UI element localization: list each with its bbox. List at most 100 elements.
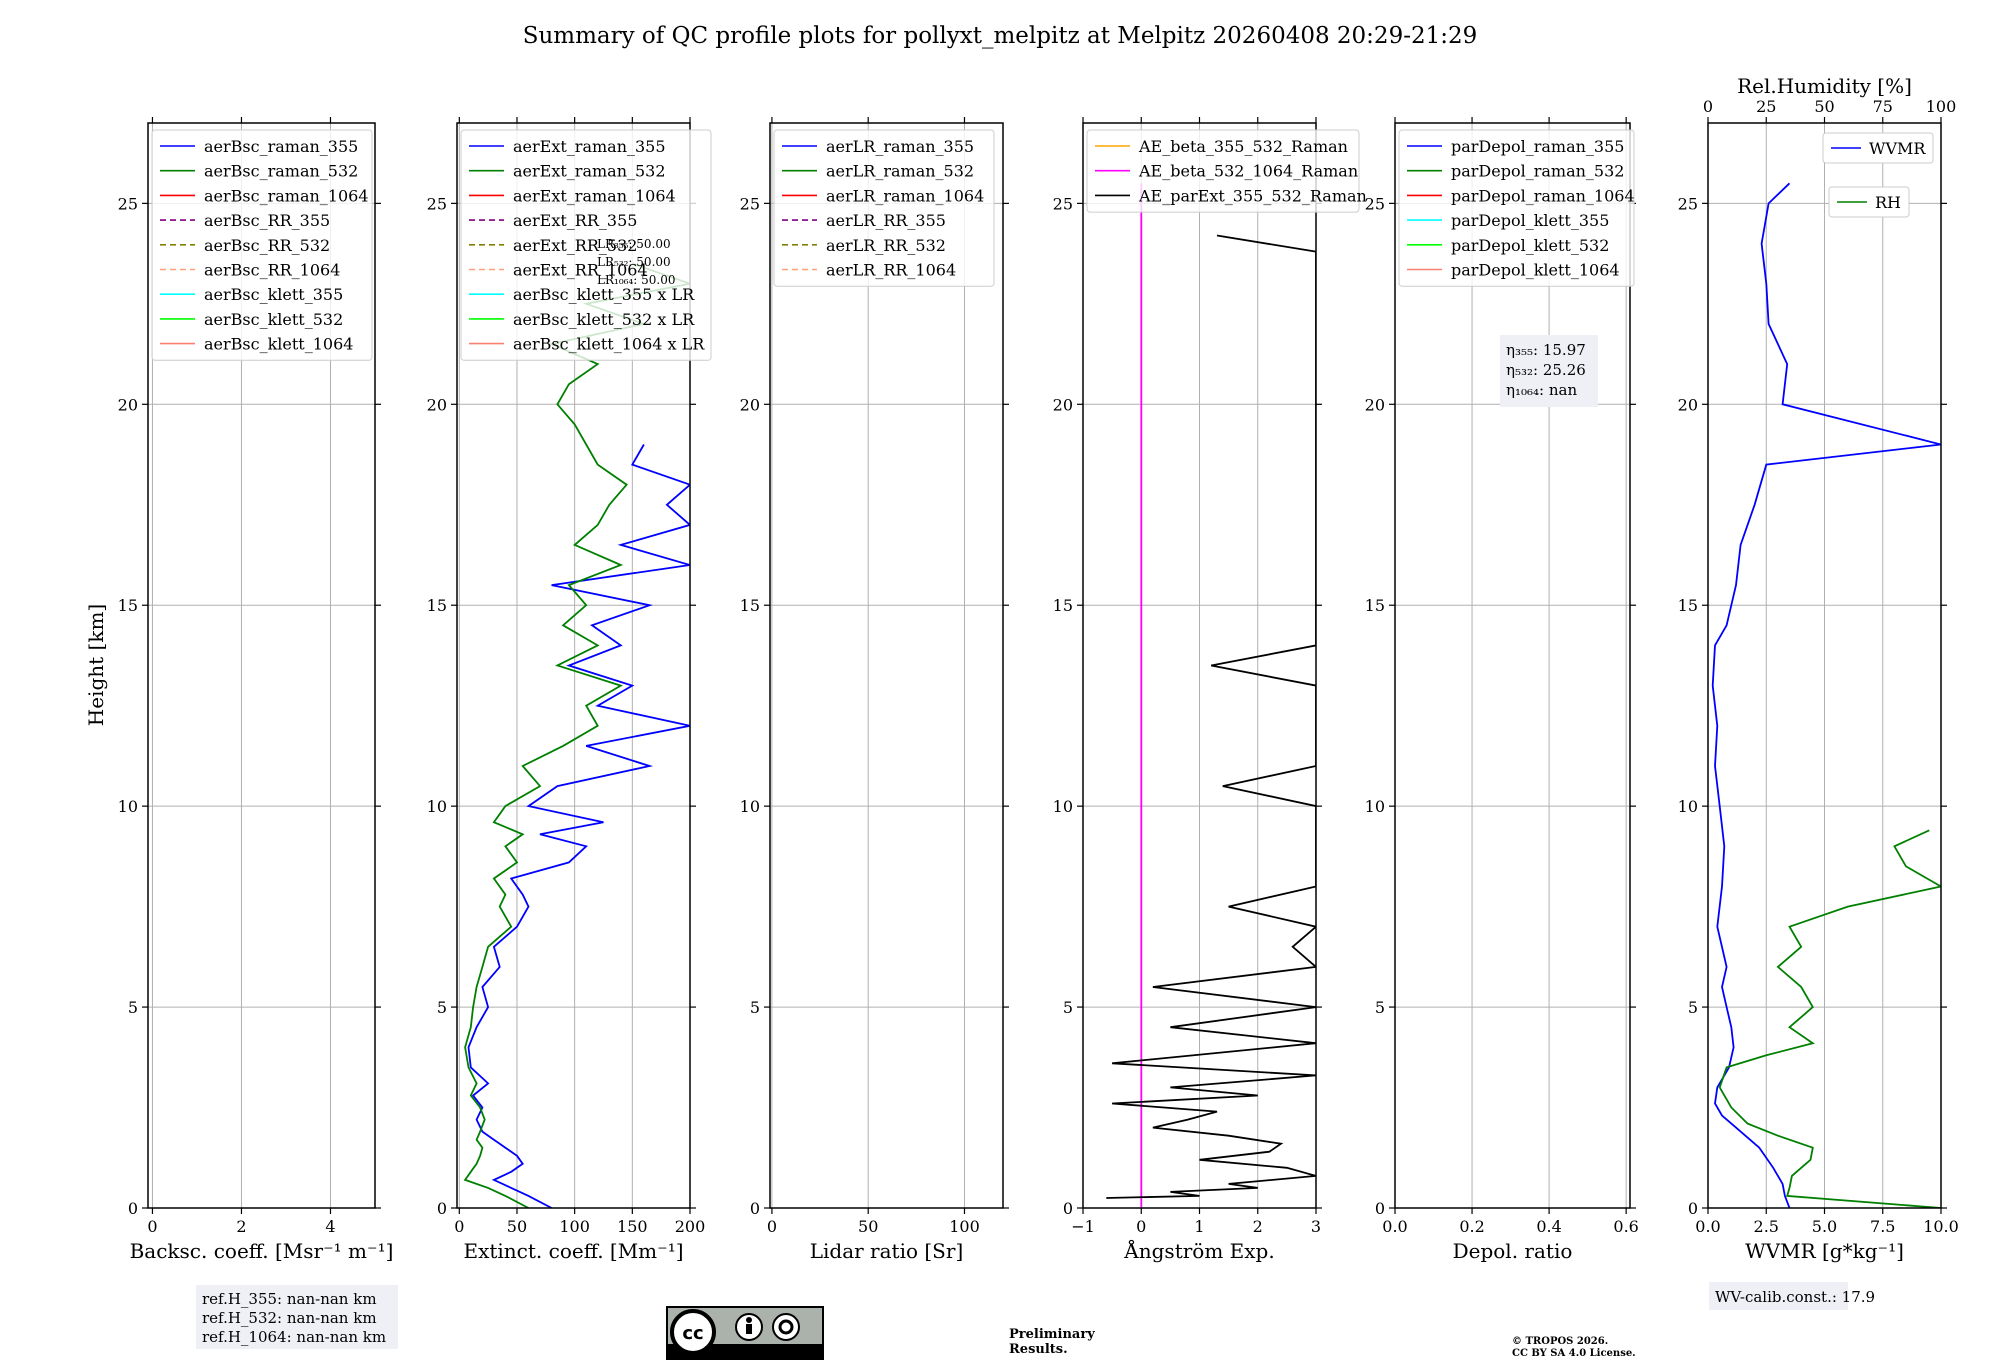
copyright-note: © TROPOS 2026. CC BY SA 4.0 License. bbox=[1512, 1336, 1636, 1359]
axes-frame bbox=[147, 122, 376, 1209]
y-tick-label: 15 bbox=[740, 596, 760, 615]
y-tick-label: 10 bbox=[427, 797, 447, 816]
y-tick-label: 20 bbox=[1678, 395, 1698, 414]
cc-icon bbox=[670, 1309, 716, 1355]
legend-label: aerLR_raman_1064 bbox=[826, 186, 984, 205]
y-tick-label: 15 bbox=[1678, 596, 1698, 615]
copyright-line-1: © TROPOS 2026. bbox=[1512, 1336, 1608, 1347]
legend-label: parDepol_raman_1064 bbox=[1451, 186, 1635, 205]
y-tick-label: 25 bbox=[740, 194, 760, 213]
sa-icon bbox=[772, 1313, 800, 1341]
legend-label: WVMR bbox=[1869, 139, 1926, 158]
top-tick-label: 75 bbox=[1873, 97, 1893, 116]
legend-box bbox=[1822, 132, 1934, 164]
legend-label: aerExt_RR_532 bbox=[513, 236, 637, 255]
x-axis-label: WVMR [g*kg⁻¹] bbox=[1745, 1239, 1904, 1263]
top-axis-label: Rel.Humidity [%] bbox=[1737, 74, 1912, 98]
legend-box bbox=[460, 129, 712, 361]
wvmr-panel: 0.0 2.5 5.0 7.5 10.0 0 5 10 15 20 25 WVMR [g*kg⁻¹] 0… bbox=[1678, 74, 1959, 1310]
legend-box bbox=[151, 129, 373, 361]
y-tick-label: 0 bbox=[128, 1199, 138, 1218]
x-tick-label: 0.0 bbox=[1695, 1217, 1720, 1236]
copyright-line-2: CC BY SA 4.0 License. bbox=[1512, 1348, 1636, 1359]
extinction-panel: 0 50 100 150 200 0 5 10 15 20 25 Extinct. coeff. [M… bbox=[427, 117, 712, 1263]
x-axis-label: Ångström Exp. bbox=[1123, 1238, 1274, 1263]
x-tick-label: 50 bbox=[507, 1217, 527, 1236]
y-tick-label: 5 bbox=[1063, 998, 1073, 1017]
legend-label: parDepol_raman_355 bbox=[1451, 137, 1624, 156]
legend-box bbox=[773, 129, 995, 287]
lidar-ratio-annotation: LR₁₀₆₄: 50.00 bbox=[597, 273, 675, 287]
x-tick-label: 1 bbox=[1194, 1217, 1204, 1236]
legend-label: aerBsc_klett_532 x LR bbox=[513, 310, 695, 329]
preliminary-line-1: Preliminary bbox=[1009, 1327, 1095, 1342]
legend-label: AE_parExt_355_532_Raman bbox=[1138, 186, 1367, 205]
x-tick-label: 3 bbox=[1311, 1217, 1321, 1236]
backscatter-panel: 0 2 4 0 5 10 15 20 25 Backsc. coeff. [Msr⁻¹ m⁻¹] a… bbox=[118, 117, 393, 1263]
sa-label: SA bbox=[778, 1347, 795, 1360]
legend-label: RH bbox=[1875, 193, 1901, 212]
sa-icon-arrow bbox=[778, 1319, 794, 1335]
x-tick-label: 0.4 bbox=[1536, 1217, 1561, 1236]
y-tick-label: 20 bbox=[118, 395, 138, 414]
x-axis-label: Lidar ratio [Sr] bbox=[810, 1239, 964, 1263]
y-tick-label: 25 bbox=[118, 194, 138, 213]
legend-box bbox=[1086, 129, 1360, 213]
y-tick-label: 20 bbox=[427, 395, 447, 414]
wv-calib-box bbox=[1709, 1282, 1848, 1310]
y-tick-label: 20 bbox=[740, 395, 760, 414]
by-label: BY bbox=[741, 1347, 758, 1360]
legend-label: aerLR_raman_355 bbox=[826, 137, 974, 156]
x-axis-label: Extinct. coeff. [Mm⁻¹] bbox=[463, 1239, 683, 1263]
legend-label: aerBsc_klett_532 bbox=[204, 310, 343, 329]
legend-label: aerBsc_klett_1064 bbox=[204, 335, 353, 354]
lidar-ratio-annotation: LR₅₃₂: 50.00 bbox=[597, 255, 671, 269]
y-tick-label: 5 bbox=[1688, 998, 1698, 1017]
legend-box bbox=[1828, 186, 1910, 218]
x-tick-label: 2 bbox=[1253, 1217, 1263, 1236]
y-tick-label: 15 bbox=[1365, 596, 1385, 615]
y-tick-label: 25 bbox=[1053, 194, 1073, 213]
series-line-RH bbox=[1718, 829, 1941, 1208]
eta-annotation: η₃₅₅: 15.97 bbox=[1506, 341, 1586, 359]
top-tick-label: 50 bbox=[1814, 97, 1834, 116]
legend-label: aerExt_raman_532 bbox=[513, 162, 666, 181]
x-tick-label: 100 bbox=[949, 1217, 980, 1236]
y-axis-label: Height [km] bbox=[84, 604, 108, 726]
x-tick-label: −1 bbox=[1071, 1217, 1095, 1236]
y-tick-label: 5 bbox=[750, 998, 760, 1017]
y-tick-label: 20 bbox=[1053, 395, 1073, 414]
legend-label: parDepol_klett_532 bbox=[1451, 236, 1609, 255]
y-tick-label: 10 bbox=[1053, 797, 1073, 816]
preliminary-note: Preliminary Results. bbox=[1009, 1327, 1095, 1357]
legend-label: aerBsc_RR_355 bbox=[204, 211, 330, 230]
legend-label: aerExt_RR_355 bbox=[513, 211, 637, 230]
y-tick-label: 20 bbox=[1365, 395, 1385, 414]
legend-box bbox=[1398, 129, 1635, 287]
legend-label: aerBsc_raman_1064 bbox=[204, 186, 369, 205]
legend-label: aerExt_raman_1064 bbox=[513, 186, 676, 205]
y-tick-label: 15 bbox=[427, 596, 447, 615]
y-tick-label: 25 bbox=[427, 194, 447, 213]
legend-label: aerBsc_klett_1064 x LR bbox=[513, 335, 705, 354]
lidar-ratio-panel: 0 50 100 0 5 10 15 20 25 Lidar ratio [Sr] aerLR_ra… bbox=[740, 117, 1009, 1263]
series-line-aerExt_raman_355 bbox=[467, 444, 690, 1208]
legend-label: aerLR_RR_355 bbox=[826, 211, 946, 230]
y-tick-label: 25 bbox=[1365, 194, 1385, 213]
x-tick-label: 10.0 bbox=[1923, 1217, 1959, 1236]
x-tick-label: 5.0 bbox=[1812, 1217, 1837, 1236]
legend-label: parDepol_raman_532 bbox=[1451, 162, 1624, 181]
y-tick-label: 0 bbox=[437, 1199, 447, 1218]
x-tick-label: 150 bbox=[617, 1217, 648, 1236]
x-tick-label: 2.5 bbox=[1754, 1217, 1779, 1236]
series-line-AE_parExt_355_532_Raman bbox=[1106, 234, 1316, 1199]
legend-label: AE_beta_532_1064_Raman bbox=[1138, 162, 1358, 181]
by-icon-head bbox=[746, 1317, 752, 1323]
x-tick-label: 0.6 bbox=[1613, 1217, 1638, 1236]
legend-label: AE_beta_355_532_Raman bbox=[1138, 137, 1348, 156]
eta-box bbox=[1500, 335, 1598, 407]
y-tick-label: 10 bbox=[1365, 797, 1385, 816]
y-tick-label: 0 bbox=[1688, 1199, 1698, 1218]
by-icon-body bbox=[746, 1324, 752, 1334]
